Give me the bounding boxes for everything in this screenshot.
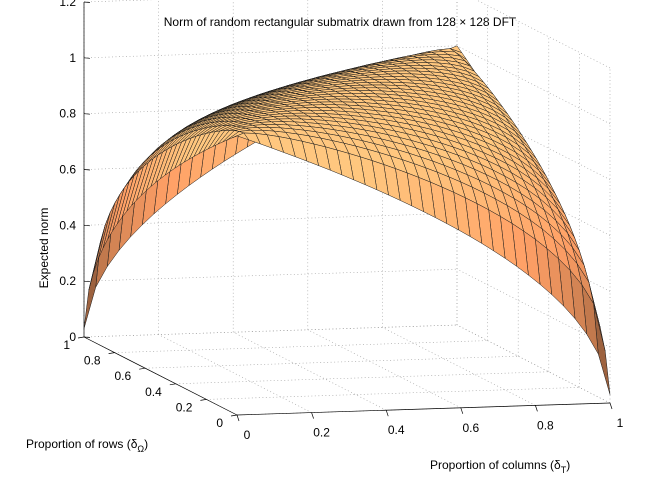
y-tick-mark	[200, 399, 207, 401]
z-tick-label: 0.2	[59, 274, 76, 288]
grid-line-backwall-z	[83, 0, 156, 3]
grid-line-floor-y	[206, 387, 580, 400]
grid-line-backwall-z	[83, 45, 458, 59]
grid-line-floor-x	[456, 324, 611, 404]
x-tick-mark	[385, 410, 389, 417]
grid-line-floor-y	[175, 371, 549, 385]
grid-line-sidewall-z	[475, 0, 611, 69]
x-tick-label: 1	[617, 416, 624, 430]
y-tick-mark	[108, 352, 115, 354]
x-tick-mark	[311, 412, 314, 419]
grid-line-sidewall-z	[456, 101, 611, 180]
grid-line-floor-y	[145, 355, 519, 369]
y-tick-mark	[169, 383, 176, 386]
y-axis-line	[83, 336, 238, 416]
y-tick-label: 1	[63, 338, 70, 352]
x-tick-mark	[460, 407, 464, 414]
grid-line-floor-x	[382, 327, 536, 406]
z-tick-mark	[83, 169, 91, 171]
x-axis-line	[236, 402, 611, 416]
z-tick-mark	[83, 1, 91, 3]
y-tick-label: 0.2	[176, 400, 193, 414]
y-tick-mark	[139, 367, 146, 370]
y-axis-label-close: )	[144, 437, 148, 451]
z-tick-label: 1	[69, 51, 76, 65]
surface-facet	[231, 132, 249, 141]
z-tick-label: 0.4	[59, 218, 76, 232]
grid-line-sidewall-z	[456, 268, 611, 348]
grid-line-floor-x	[158, 334, 312, 413]
x-tick-label: 0.4	[388, 423, 405, 437]
grid-line-backwall-z	[83, 324, 458, 338]
z-tick-label: 0.8	[59, 107, 76, 121]
z-tick-mark	[83, 224, 91, 227]
grid-line-floor-y	[114, 340, 488, 353]
grid-line-floor-y	[83, 324, 458, 338]
grid-line-sidewall-z	[456, 324, 611, 404]
y-tick-label: 0.4	[145, 385, 162, 399]
y-axis-label-sub: Ω	[137, 444, 144, 454]
z-tick-mark	[83, 113, 91, 115]
grid-line-sidewall-z	[456, 157, 611, 236]
y-axis-label-main: Proportion of rows (δ	[26, 437, 138, 451]
z-tick-mark	[83, 280, 91, 283]
z-tick-label: 1.2	[59, 0, 76, 9]
z-tick-label: 0	[69, 330, 76, 344]
grid-line-backwall-z	[83, 268, 458, 282]
y-tick-label: 0.6	[115, 369, 132, 383]
x-axis-label-main: Proportion of columns (δ	[430, 458, 561, 472]
y-tick-mark	[230, 414, 238, 417]
grid-line-floor-x	[307, 329, 461, 409]
z-tick-label: 0.6	[59, 163, 76, 177]
x-tick-mark	[609, 402, 613, 410]
z-tick-mark	[83, 336, 91, 338]
y-tick-mark	[77, 336, 85, 339]
tick-labels: 0 0.2 0.4 0.6 0.8 100.20.40.60.8100.20.40.60.…	[59, 0, 623, 442]
y-tick-label: 0.8	[84, 354, 101, 368]
x-tick-label: 0	[244, 428, 251, 442]
x-tick-mark	[535, 405, 538, 412]
surface-plot	[83, 45, 611, 395]
chart-title: Norm of random rectangular submatrix dra…	[164, 15, 517, 29]
axes-lines	[77, 1, 613, 422]
x-axis-label: Proportion of columns (δT)	[430, 458, 570, 475]
x-tick-label: 0.8	[537, 418, 554, 432]
grid-line-sidewall-z	[456, 45, 611, 125]
grid-line-floor-x	[233, 331, 387, 411]
y-axis-label: Proportion of rows (δΩ)	[26, 437, 148, 454]
z-axis-label: Expected norm	[37, 208, 51, 289]
x-tick-mark	[236, 414, 240, 422]
x-axis-label-close: )	[566, 458, 570, 472]
x-tick-label: 0.2	[313, 426, 330, 440]
x-axis-label-sub: T	[561, 465, 567, 475]
y-tick-label: 0	[216, 416, 223, 430]
z-tick-mark	[83, 57, 91, 59]
x-tick-label: 0.6	[462, 421, 479, 435]
